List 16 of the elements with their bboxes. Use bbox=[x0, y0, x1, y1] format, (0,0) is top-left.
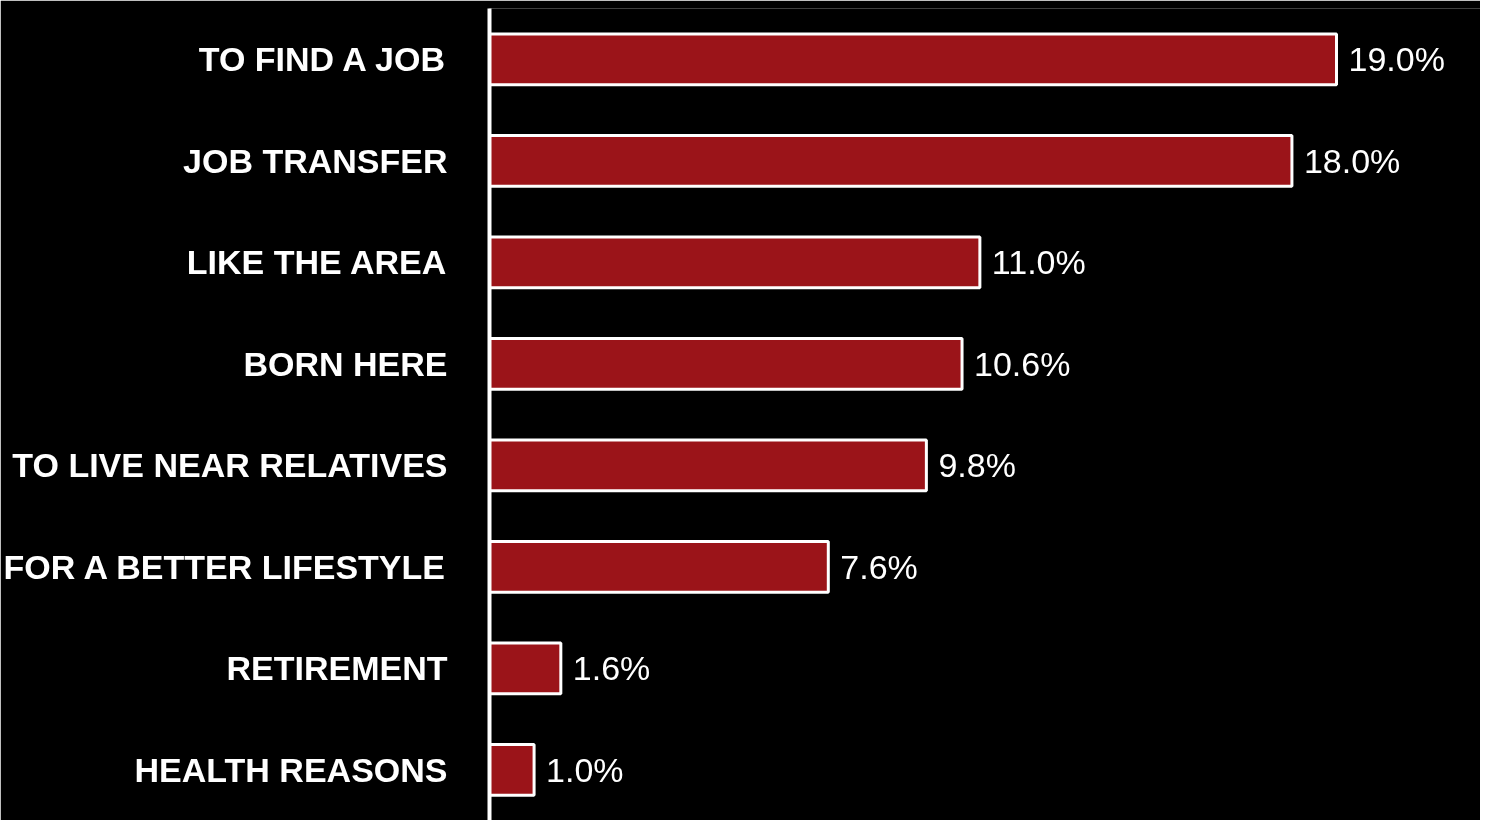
data-label: 1.6% bbox=[572, 649, 651, 688]
y-tick-label: FOR A BETTER LIFESTYLE bbox=[3, 547, 445, 586]
data-label: 1.0% bbox=[546, 750, 624, 789]
y-tick-label: BORN HERE bbox=[243, 344, 448, 383]
y-tick-label: RETIREMENT bbox=[226, 649, 448, 688]
data-label: 9.8% bbox=[938, 446, 1016, 485]
y-tick-label: TO FIND A JOB bbox=[198, 40, 445, 79]
y-tick-label: JOB TRANSFER bbox=[183, 141, 448, 180]
data-label: 19.0% bbox=[1348, 40, 1445, 79]
data-label: 11.0% bbox=[991, 243, 1086, 282]
y-tick-label: HEALTH REASONS bbox=[134, 750, 448, 789]
data-label: 7.6% bbox=[840, 547, 918, 586]
y-tick-label: LIKE THE AREA bbox=[186, 243, 447, 282]
data-label: 18.0% bbox=[1303, 141, 1401, 180]
data-label: 10.6% bbox=[974, 344, 1071, 383]
y-tick-label: TO LIVE NEAR RELATIVES bbox=[12, 446, 448, 485]
